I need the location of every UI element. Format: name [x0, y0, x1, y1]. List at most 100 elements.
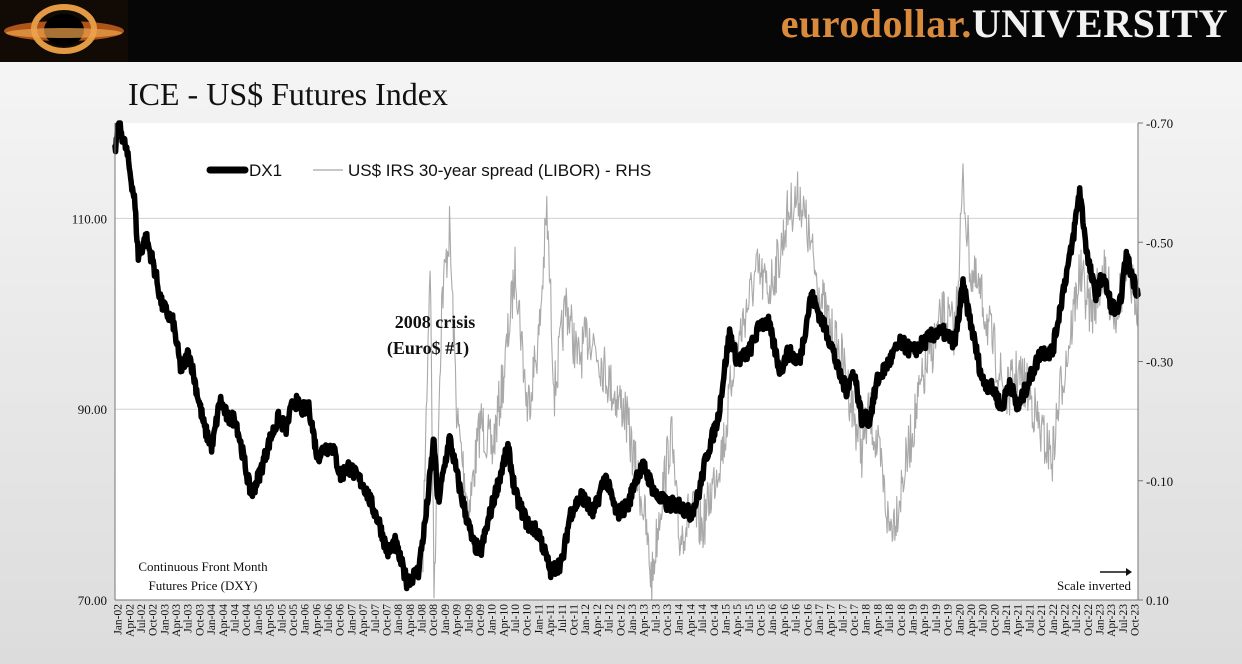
x-tick-label: Jan-17 [814, 604, 826, 635]
x-tick-label: Jul-22 [1071, 604, 1083, 633]
x-tick-label: Apr-12 [592, 604, 604, 637]
x-tick-label: Jan-14 [674, 604, 686, 635]
x-tick-label: Oct-09 [475, 604, 487, 636]
x-tick-label: Jul-23 [1118, 604, 1130, 633]
y-tick-label: 110.00 [72, 211, 107, 226]
x-tick-label: Oct-11 [569, 604, 581, 636]
x-tick-label: Jul-04 [230, 604, 242, 633]
x-tick-label: Jan-11 [533, 604, 545, 634]
x-tick-label: Oct-13 [662, 604, 674, 636]
right-tick-labels: -0.70 -0.50 -0.30 -0.10 0.10 [1138, 116, 1173, 608]
irs-series-line [421, 163, 1139, 601]
x-tick-label: Jan-07 [346, 604, 358, 635]
x-tick-label: Jan-10 [487, 604, 499, 635]
x-tick-label: Jan-13 [627, 604, 639, 635]
y2-tick-label: -0.30 [1146, 355, 1173, 370]
x-tick-label: Jan-20 [954, 604, 966, 635]
legend: DX1 US$ IRS 30-year spread (LIBOR) - RHS [206, 161, 651, 180]
x-tick-label: Apr-10 [498, 604, 510, 637]
crisis-annotation-line1: 2008 crisis [395, 312, 476, 332]
x-tick-label: Jan-09 [440, 604, 452, 635]
x-tick-label: Jul-09 [463, 604, 475, 633]
x-tick-label: Apr-09 [452, 604, 464, 637]
ylabel-line2: Futures Price (DXY) [148, 578, 257, 593]
x-tick-label: Oct-04 [241, 604, 253, 636]
dx1-series-layer [112, 120, 1141, 592]
x-tick-label: Apr-13 [639, 604, 651, 637]
x-tick-label: Oct-12 [615, 604, 627, 636]
x-tick-label: Apr-08 [405, 604, 417, 637]
slide-title: ICE - US$ Futures Index [128, 76, 448, 112]
x-tick-label: Oct-17 [849, 604, 861, 636]
x-tick-label: Jul-10 [510, 604, 522, 633]
x-tick-label: Jan-03 [159, 604, 171, 635]
x-tick-label: Jan-08 [393, 604, 405, 635]
x-tick-label: Apr-03 [171, 604, 183, 637]
x-tick-label: Jul-15 [744, 604, 756, 633]
x-tick-label: Apr-06 [311, 604, 323, 637]
x-tick-label: Apr-11 [545, 604, 557, 637]
x-tick-label: Jul-03 [183, 604, 195, 633]
black-hole-logo-icon [0, 0, 128, 62]
x-tick-label: Oct-23 [1130, 604, 1142, 636]
x-tick-label: Oct-10 [522, 604, 534, 636]
x-tick-label: Jan-16 [767, 604, 779, 635]
x-tick-label: Jan-23 [1095, 604, 1107, 635]
x-tick-label: Oct-19 [943, 604, 955, 636]
x-tick-label: Oct-21 [1036, 604, 1048, 636]
x-tick-label: Jul-02 [136, 604, 148, 633]
x-tick-label: Apr-02 [124, 604, 136, 637]
arrow-head-icon [1126, 568, 1132, 576]
x-tick-label: Apr-23 [1106, 604, 1118, 637]
crisis-annotation-line2: (Euro$ #1) [387, 338, 469, 359]
x-tick-label: Jan-06 [300, 604, 312, 635]
x-tick-label: Oct-18 [896, 604, 908, 636]
x-tick-label: Jul-14 [697, 604, 709, 633]
x-tick-label: Jul-11 [557, 604, 569, 633]
irs-series-layer [421, 163, 1139, 601]
x-tick-label: Jan-15 [721, 604, 733, 635]
x-tick-label: Jul-05 [276, 604, 288, 633]
x-tick-label: Jan-04 [206, 604, 218, 635]
x-tick-label: Jul-21 [1024, 604, 1036, 633]
x-tick-label: Apr-15 [732, 604, 744, 637]
x-tick-label: Apr-17 [826, 604, 838, 637]
x-tick-label: Jan-05 [253, 604, 265, 635]
x-tick-label: Apr-20 [966, 604, 978, 637]
ylabel-line1: Continuous Front Month [138, 559, 268, 574]
left-tick-labels: 70.00 90.00 110.00 [72, 211, 107, 608]
legend-irs-label: US$ IRS 30-year spread (LIBOR) - RHS [348, 161, 651, 180]
brand-part-university: UNIVERSITY [971, 1, 1228, 46]
x-tick-label: Jul-17 [837, 604, 849, 633]
scale-inverted-note: Scale inverted [1057, 578, 1131, 593]
x-tick-label: Oct-06 [335, 604, 347, 636]
y2-tick-label: 0.10 [1146, 593, 1169, 608]
x-tick-labels: Jan-02 Apr-02 Jul-02 Oct-02 Jan-03 Apr-03 Jul-… [113, 604, 1142, 637]
x-tick-label: Jan-19 [908, 604, 920, 635]
x-tick-label: Jul-16 [791, 604, 803, 633]
x-tick-label: Oct-05 [288, 604, 300, 636]
top-banner: eurodollar.UNIVERSITY [0, 0, 1242, 62]
x-tick-label: Oct-03 [194, 604, 206, 636]
x-tick-label: Apr-07 [358, 604, 370, 637]
x-tick-label: Apr-16 [779, 604, 791, 637]
x-tick-label: Apr-05 [265, 604, 277, 637]
y2-tick-label: -0.50 [1146, 235, 1173, 250]
x-tick-label: Apr-18 [872, 604, 884, 637]
x-tick-label: Jul-12 [604, 604, 616, 633]
y-tick-label: 70.00 [78, 593, 107, 608]
x-tick-label: Apr-22 [1060, 604, 1072, 637]
x-tick-label: Apr-04 [218, 604, 230, 637]
x-tick-label: Oct-15 [756, 604, 768, 636]
x-tick-label: Apr-14 [685, 604, 697, 637]
x-tick-label: Jul-06 [323, 604, 335, 633]
legend-dx1-label: DX1 [249, 161, 282, 180]
x-tick-label: Jan-18 [861, 604, 873, 635]
x-tick-label: Jan-12 [580, 604, 592, 635]
x-tick-label: Jan-22 [1048, 604, 1060, 635]
dx1-series-line [112, 120, 1141, 592]
x-tick-label: Jul-08 [417, 604, 429, 633]
x-tick-label: Jul-13 [650, 604, 662, 633]
x-tick-label: Oct-14 [709, 604, 721, 636]
